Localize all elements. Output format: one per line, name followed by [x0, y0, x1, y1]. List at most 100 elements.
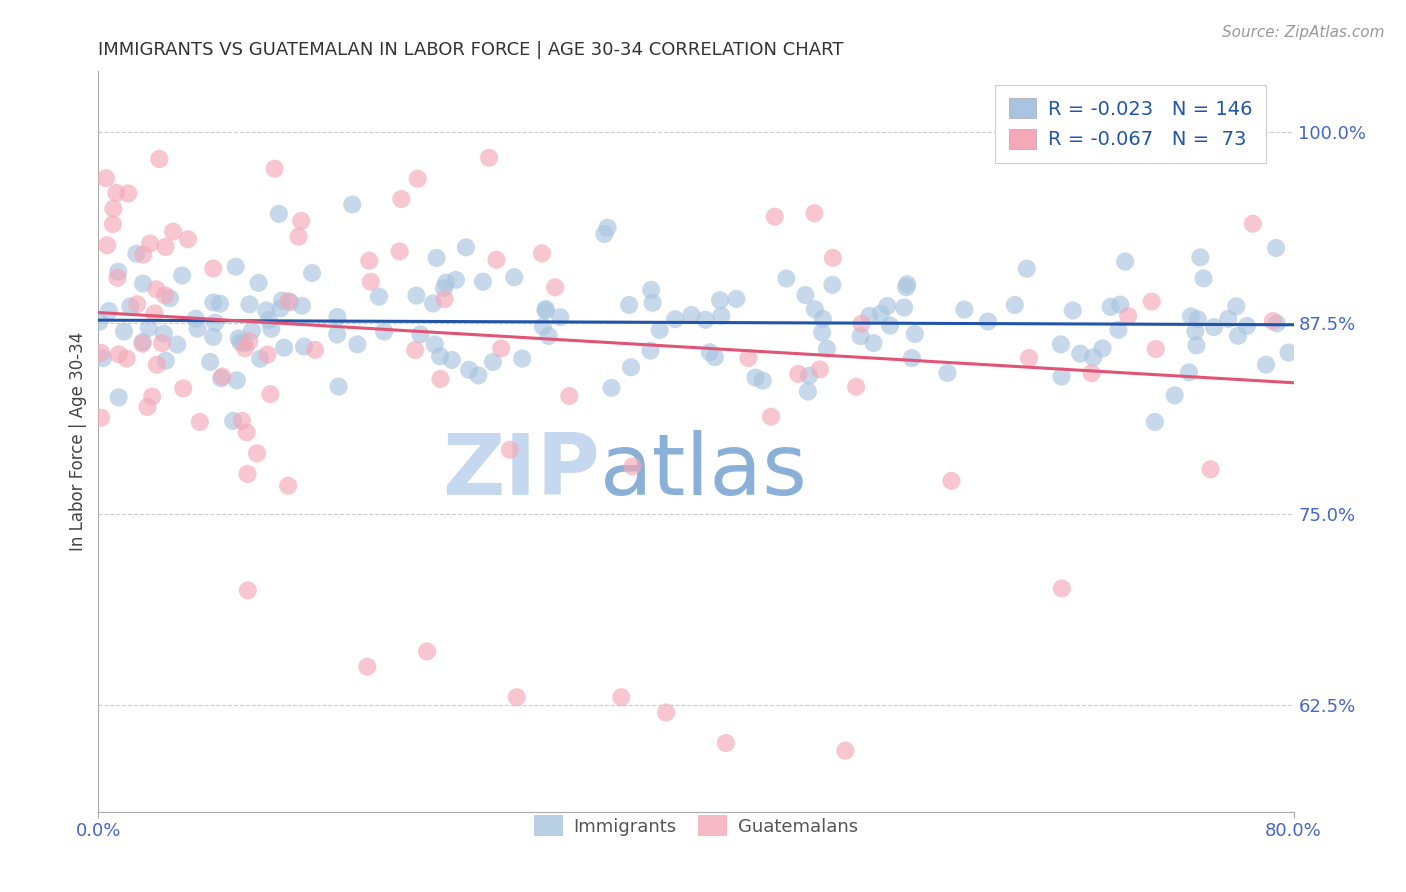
- Point: [260, 322, 283, 336]
- Point: [360, 275, 382, 289]
- Point: [172, 268, 194, 283]
- Point: [1015, 261, 1038, 276]
- Point: [434, 276, 457, 290]
- Point: [204, 316, 226, 330]
- Point: [744, 370, 766, 384]
- Point: [763, 210, 786, 224]
- Point: [290, 214, 312, 228]
- Point: [267, 207, 290, 221]
- Point: [1178, 365, 1201, 379]
- Point: [406, 171, 429, 186]
- Point: [233, 341, 256, 355]
- Point: [1083, 351, 1105, 365]
- Point: [90, 346, 112, 360]
- Point: [125, 246, 148, 260]
- Point: [162, 225, 184, 239]
- Point: [1202, 320, 1225, 334]
- Point: [849, 329, 872, 343]
- Point: [346, 337, 368, 351]
- Point: [177, 232, 200, 246]
- Point: [482, 355, 505, 369]
- Point: [1265, 317, 1288, 331]
- Text: ZIP: ZIP: [443, 430, 600, 513]
- Point: [876, 299, 898, 313]
- Point: [273, 341, 295, 355]
- Point: [141, 390, 163, 404]
- Point: [797, 384, 820, 399]
- Point: [879, 318, 901, 333]
- Point: [1189, 251, 1212, 265]
- Point: [901, 351, 924, 365]
- Point: [467, 368, 489, 383]
- Point: [794, 288, 817, 302]
- Text: IMMIGRANTS VS GUATEMALAN IN LABOR FORCE | AGE 30-34 CORRELATION CHART: IMMIGRANTS VS GUATEMALAN IN LABOR FORCE …: [98, 41, 844, 59]
- Point: [235, 425, 257, 440]
- Point: [247, 276, 270, 290]
- Point: [1227, 328, 1250, 343]
- Point: [94, 171, 117, 186]
- Point: [356, 659, 378, 673]
- Point: [1225, 299, 1247, 313]
- Point: [208, 296, 231, 310]
- Point: [1192, 271, 1215, 285]
- Point: [231, 414, 253, 428]
- Point: [172, 381, 194, 395]
- Point: [869, 307, 891, 321]
- Point: [90, 410, 112, 425]
- Point: [101, 217, 124, 231]
- Point: [97, 304, 120, 318]
- Point: [648, 323, 671, 337]
- Point: [238, 297, 260, 311]
- Point: [229, 335, 252, 350]
- Point: [1187, 312, 1209, 326]
- Point: [304, 343, 326, 357]
- Point: [236, 583, 259, 598]
- Point: [368, 290, 391, 304]
- Point: [202, 261, 225, 276]
- Point: [188, 415, 211, 429]
- Point: [115, 351, 138, 366]
- Point: [429, 372, 451, 386]
- Point: [1140, 294, 1163, 309]
- Point: [404, 343, 426, 357]
- Point: [896, 280, 918, 294]
- Point: [1107, 323, 1129, 337]
- Point: [416, 644, 439, 658]
- Point: [153, 326, 176, 341]
- Point: [640, 283, 662, 297]
- Point: [709, 293, 731, 308]
- Point: [617, 298, 640, 312]
- Point: [155, 353, 177, 368]
- Point: [596, 220, 619, 235]
- Point: [138, 321, 160, 335]
- Text: Source: ZipAtlas.com: Source: ZipAtlas.com: [1222, 25, 1385, 40]
- Point: [409, 327, 432, 342]
- Point: [326, 310, 349, 324]
- Point: [775, 271, 797, 285]
- Legend: Immigrants, Guatemalans: Immigrants, Guatemalans: [527, 808, 865, 844]
- Point: [246, 446, 269, 460]
- Point: [211, 369, 233, 384]
- Point: [640, 343, 662, 358]
- Point: [893, 301, 915, 315]
- Point: [936, 366, 959, 380]
- Point: [257, 313, 280, 327]
- Point: [593, 227, 616, 241]
- Point: [1069, 346, 1091, 360]
- Point: [89, 315, 111, 329]
- Point: [127, 297, 149, 311]
- Point: [326, 327, 349, 342]
- Point: [821, 277, 844, 292]
- Point: [1241, 217, 1264, 231]
- Point: [153, 288, 176, 302]
- Point: [159, 291, 181, 305]
- Point: [228, 331, 250, 345]
- Point: [510, 351, 533, 366]
- Point: [1062, 303, 1084, 318]
- Point: [1050, 369, 1073, 384]
- Point: [233, 336, 256, 351]
- Point: [388, 244, 411, 259]
- Point: [136, 400, 159, 414]
- Point: [695, 312, 717, 326]
- Point: [1265, 241, 1288, 255]
